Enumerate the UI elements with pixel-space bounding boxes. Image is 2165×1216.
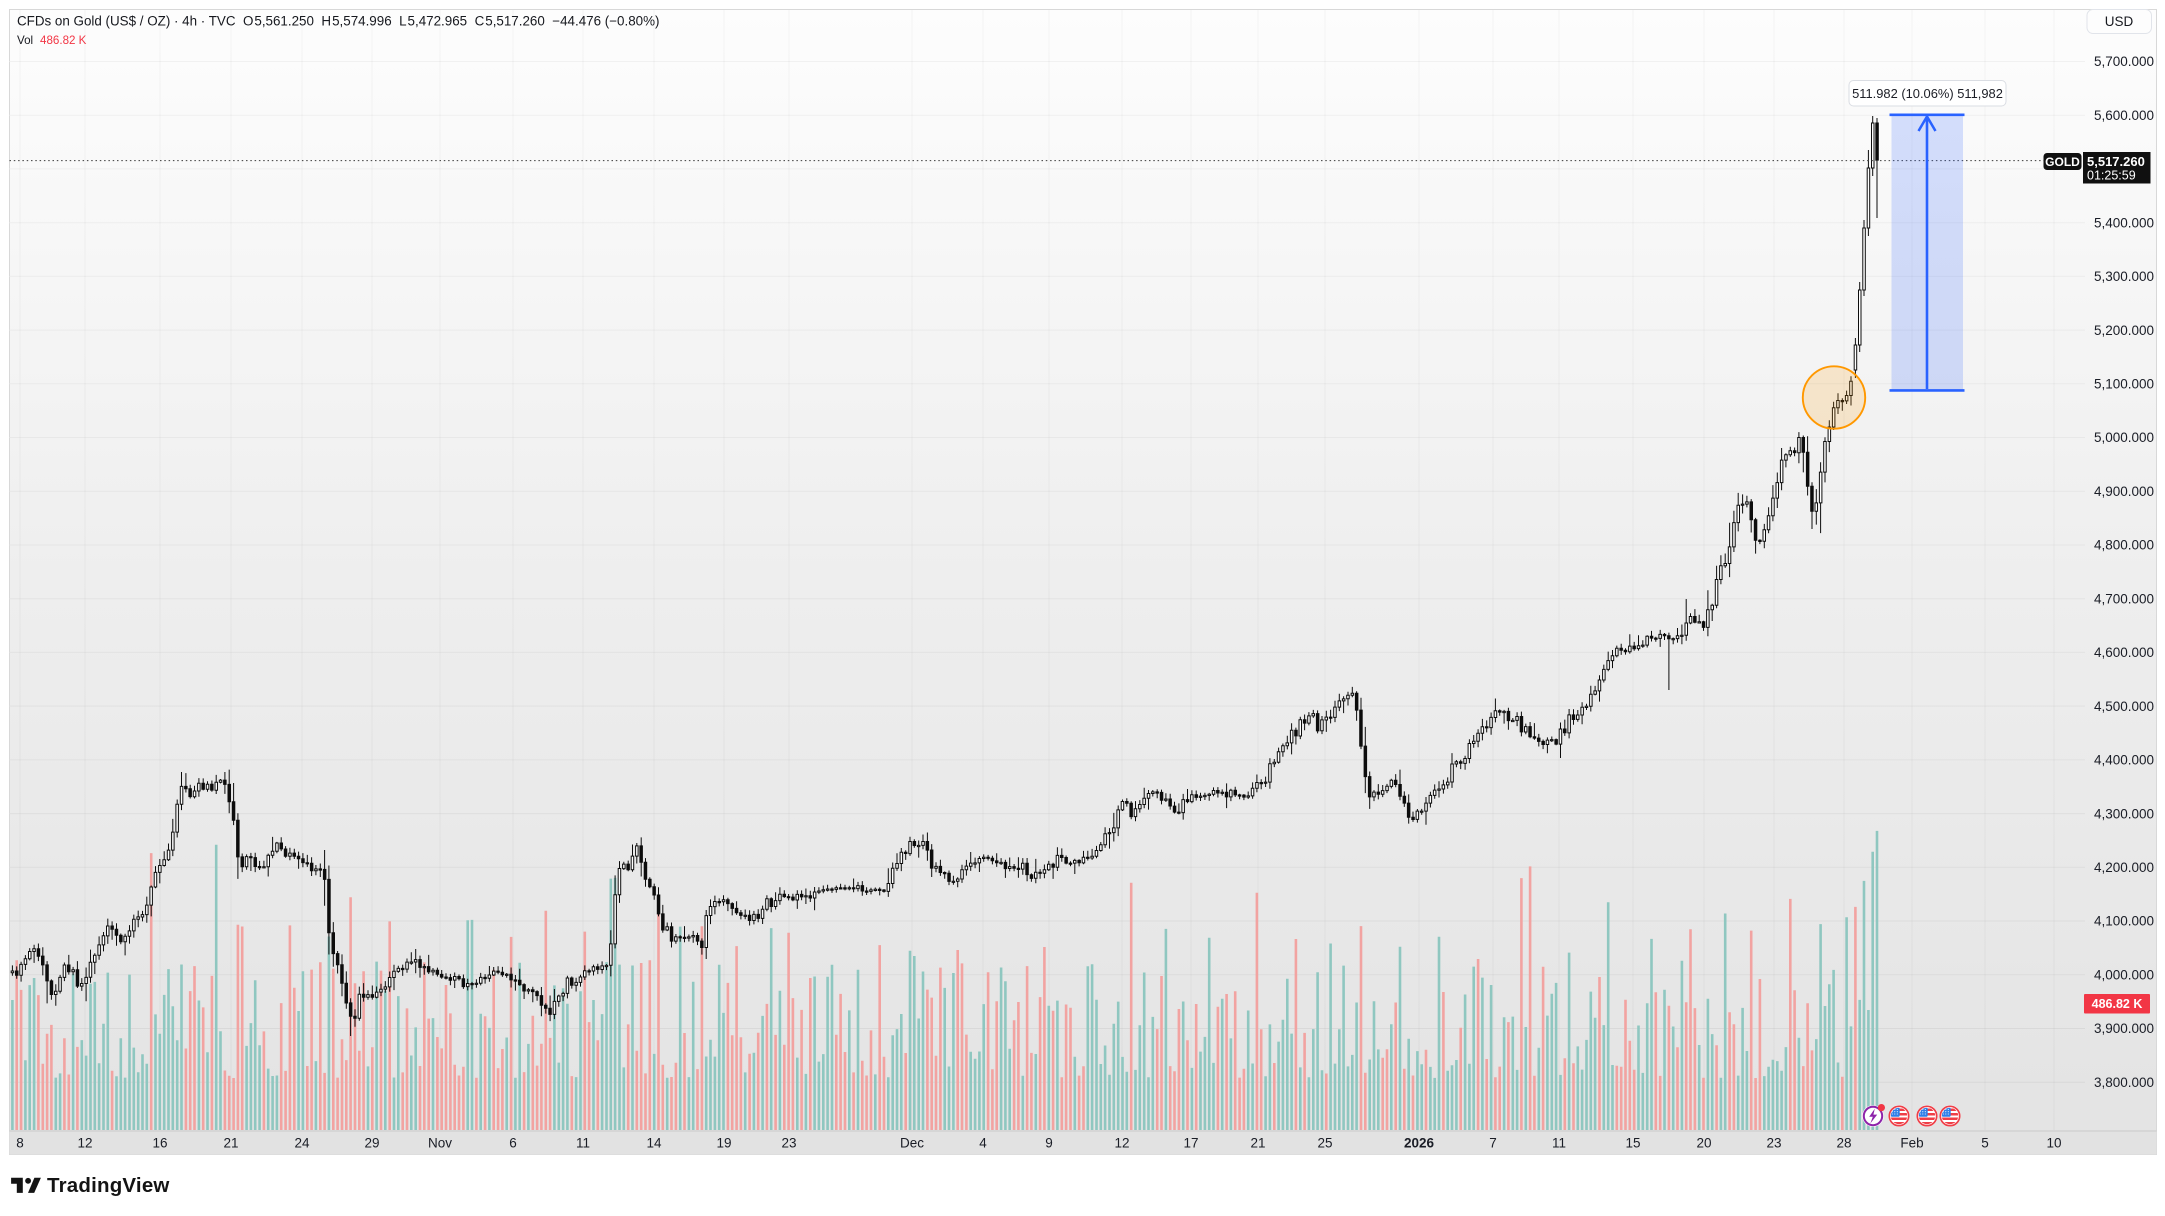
svg-text:29: 29 [364,1136,379,1151]
svg-text:24: 24 [294,1136,310,1151]
svg-text:28: 28 [1836,1136,1851,1151]
svg-text:3,900.000: 3,900.000 [2094,1021,2154,1036]
svg-text:TradingView: TradingView [47,1174,170,1197]
svg-text:3,800.000: 3,800.000 [2094,1075,2154,1090]
svg-text:4,400.000: 4,400.000 [2094,753,2154,768]
svg-text:5,517.260: 5,517.260 [2087,154,2145,169]
svg-text:4: 4 [979,1136,987,1151]
svg-text:14: 14 [646,1136,662,1151]
svg-text:25: 25 [1317,1136,1332,1151]
svg-text:5,400.000: 5,400.000 [2094,215,2154,230]
svg-text:CFDs on Gold (US$ / OZ) · 4h ·: CFDs on Gold (US$ / OZ) · 4h · TVC O5,56… [17,14,659,29]
svg-text:5,200.000: 5,200.000 [2094,323,2154,338]
svg-text:4,000.000: 4,000.000 [2094,967,2154,982]
svg-text:11: 11 [1552,1136,1566,1151]
svg-text:Feb: Feb [1900,1136,1923,1151]
svg-text:5,000.000: 5,000.000 [2094,430,2154,445]
svg-text:16: 16 [152,1136,167,1151]
svg-text:17: 17 [1183,1136,1198,1151]
svg-text:7: 7 [1489,1136,1497,1151]
svg-text:4,100.000: 4,100.000 [2094,914,2154,929]
svg-text:15: 15 [1625,1136,1640,1151]
svg-text:01:25:59: 01:25:59 [2087,169,2136,183]
svg-text:GOLD: GOLD [2045,155,2080,169]
svg-text:10: 10 [2046,1136,2061,1151]
svg-text:12: 12 [1114,1136,1129,1151]
svg-text:20: 20 [1696,1136,1711,1151]
svg-text:21: 21 [223,1136,238,1151]
svg-text:4,900.000: 4,900.000 [2094,484,2154,499]
svg-text:8: 8 [16,1136,24,1151]
svg-text:USD: USD [2105,14,2134,29]
svg-text:4,500.000: 4,500.000 [2094,699,2154,714]
svg-text:6: 6 [509,1136,517,1151]
svg-text:4,700.000: 4,700.000 [2094,591,2154,606]
svg-text:5,300.000: 5,300.000 [2094,269,2154,284]
svg-text:11: 11 [576,1136,590,1151]
svg-text:4,300.000: 4,300.000 [2094,806,2154,821]
svg-text:2026: 2026 [1404,1136,1435,1151]
svg-text:5,700.000: 5,700.000 [2094,54,2154,69]
svg-text:511.982 (10.06%) 511,982: 511.982 (10.06%) 511,982 [1852,86,2003,101]
svg-text:4,800.000: 4,800.000 [2094,538,2154,553]
svg-text:Dec: Dec [900,1136,924,1151]
svg-text:21: 21 [1250,1136,1265,1151]
svg-text:4,200.000: 4,200.000 [2094,860,2154,875]
svg-text:Nov: Nov [428,1136,452,1151]
svg-text:5,100.000: 5,100.000 [2094,377,2154,392]
svg-text:5: 5 [1981,1136,1989,1151]
svg-text:4,600.000: 4,600.000 [2094,645,2154,660]
svg-text:23: 23 [781,1136,796,1151]
svg-text:12: 12 [77,1136,92,1151]
svg-text:19: 19 [716,1136,731,1151]
svg-text:9: 9 [1045,1136,1053,1151]
svg-text:23: 23 [1766,1136,1781,1151]
svg-text:486.82 K: 486.82 K [2092,997,2143,1011]
svg-text:486.82 K: 486.82 K [40,34,87,47]
svg-text:5,600.000: 5,600.000 [2094,108,2154,123]
svg-text:Vol: Vol [17,34,33,47]
